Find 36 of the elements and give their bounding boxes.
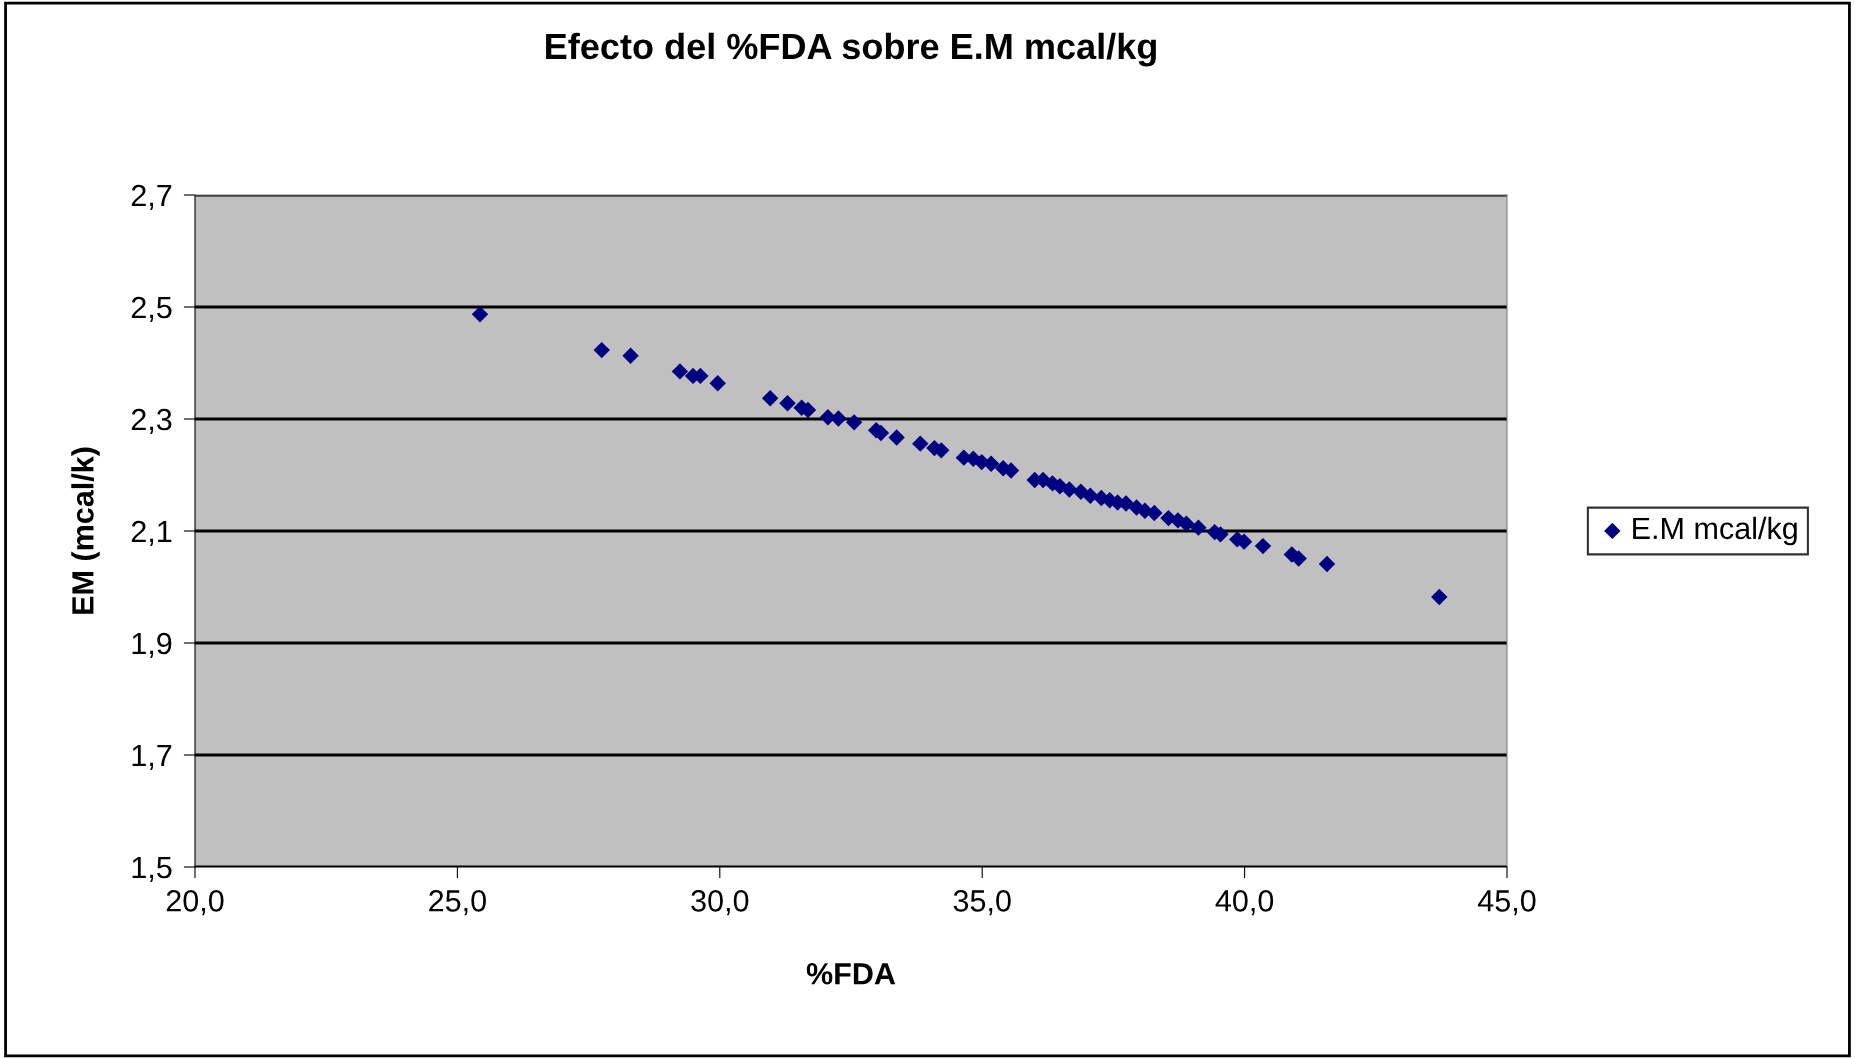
x-tick-label: 20,0 bbox=[166, 890, 224, 916]
y-tick-label: 2,1 bbox=[131, 520, 172, 546]
y-axis-title: EM (mcal/k) bbox=[71, 447, 100, 614]
x-tick-label: 45,0 bbox=[1477, 890, 1536, 916]
point bbox=[779, 395, 796, 412]
point bbox=[1082, 487, 1099, 504]
point bbox=[709, 374, 726, 392]
point bbox=[471, 306, 489, 323]
y-tick-label: 2,5 bbox=[131, 296, 172, 322]
y-tick-label: 1,5 bbox=[132, 857, 172, 882]
point bbox=[830, 410, 847, 427]
y-tick-label: 1,7 bbox=[132, 745, 172, 770]
x-tick-label: 25,0 bbox=[429, 890, 486, 916]
point bbox=[622, 347, 639, 364]
point bbox=[1146, 504, 1163, 522]
point bbox=[1190, 519, 1207, 536]
x-axis-title: %FDA bbox=[806, 963, 896, 985]
x-tick-label: 35,0 bbox=[953, 890, 1011, 916]
point bbox=[1318, 555, 1336, 573]
point bbox=[912, 435, 929, 452]
x-tick-label: 40,0 bbox=[1215, 890, 1274, 916]
point bbox=[593, 341, 610, 359]
point bbox=[671, 363, 689, 380]
legend-label: E.M mcal/kg bbox=[1633, 516, 1797, 546]
point bbox=[1061, 481, 1078, 498]
point bbox=[1431, 588, 1448, 606]
point bbox=[845, 414, 863, 431]
point bbox=[1178, 515, 1195, 532]
y-tick-label: 2,7 bbox=[131, 184, 172, 210]
point bbox=[761, 390, 779, 407]
y-tick-label: 2,3 bbox=[131, 408, 172, 434]
y-tick-label: 1,9 bbox=[132, 632, 172, 658]
chart-title: Efecto del %FDA sobre E.M mcal/kg bbox=[546, 32, 1156, 67]
point bbox=[888, 429, 905, 446]
point bbox=[1254, 537, 1272, 555]
x-tick-label: 30,0 bbox=[691, 890, 749, 916]
